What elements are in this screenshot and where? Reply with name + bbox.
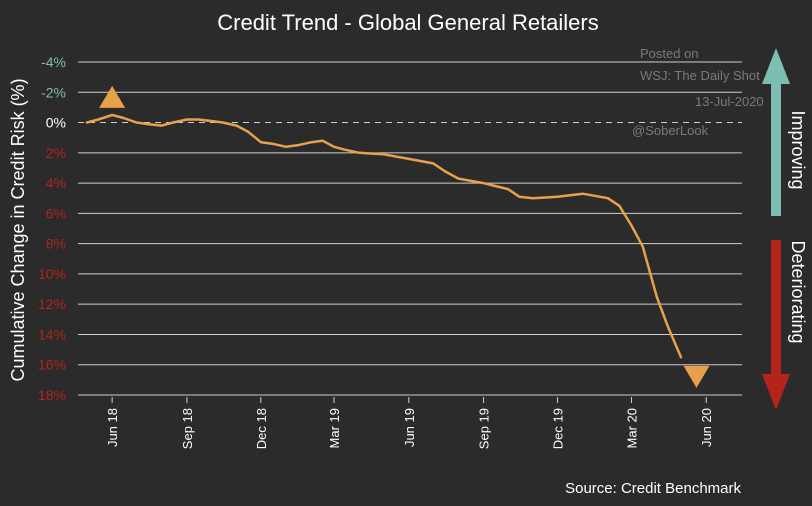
watermark-line-2: WSJ: The Daily Shot <box>640 68 760 83</box>
improving-arrow-shaft <box>771 84 781 216</box>
x-tick-label: Jun 20 <box>699 408 714 447</box>
x-tick-label: Sep 18 <box>180 408 195 449</box>
y-tick-label: -4% <box>41 54 66 70</box>
deteriorating-arrow-down-icon <box>762 374 790 410</box>
x-tick-label: Jun 18 <box>105 408 120 447</box>
x-tick-label: Dec 19 <box>551 408 566 449</box>
y-tick-label: 14% <box>38 326 66 342</box>
deteriorating-label: Deteriorating <box>788 240 808 343</box>
series-line <box>85 113 683 359</box>
improving-arrow-up-icon <box>762 48 790 84</box>
y-tick-label: 12% <box>38 296 66 312</box>
y-tick-labels: -4% -2% 0% 2% 4% 6% 8% 10% 12% 14% 16% 18% <box>38 54 66 403</box>
y-tick-label: 8% <box>46 236 66 252</box>
y-tick-label: 0% <box>46 115 66 131</box>
x-tick-label: Mar 19 <box>327 408 342 448</box>
chart-title: Credit Trend - Global General Retailers <box>217 10 599 35</box>
watermark: Posted on WSJ: The Daily Shot 13-Jul-202… <box>632 46 764 138</box>
y-tick-label: 4% <box>46 175 66 191</box>
y-tick-label: 2% <box>46 145 66 161</box>
triangle-up-icon <box>99 85 126 108</box>
improving-indicator: Improving <box>762 48 808 216</box>
x-tick-label: Sep 19 <box>477 408 492 449</box>
y-axis-label: Cumulative Change in Credit Risk (%) <box>8 78 28 381</box>
x-tick-label: Mar 20 <box>624 408 639 448</box>
annotations <box>99 85 710 388</box>
y-tick-label: 16% <box>38 357 66 373</box>
deteriorating-indicator: Deteriorating <box>762 240 808 410</box>
x-tick-labels: Jun 18 Sep 18 Dec 18 Mar 19 Jun 19 Sep 19 Dec … <box>105 397 714 449</box>
y-tick-label: -2% <box>41 84 66 100</box>
grid <box>78 61 742 396</box>
watermark-line-4: @SoberLook <box>632 123 709 138</box>
source-label: Source: Credit Benchmark <box>565 480 741 497</box>
y-tick-label: 10% <box>38 266 66 282</box>
deteriorating-arrow-shaft <box>771 240 781 374</box>
watermark-line-3: 13-Jul-2020 <box>695 94 764 109</box>
triangle-down-icon <box>683 365 710 388</box>
y-tick-label: 18% <box>38 387 66 403</box>
series <box>85 113 683 359</box>
y-tick-label: 6% <box>46 205 66 221</box>
watermark-line-1: Posted on <box>640 46 699 61</box>
improving-label: Improving <box>788 110 808 189</box>
x-tick-label: Dec 18 <box>254 408 269 449</box>
x-tick-label: Jun 19 <box>402 408 417 447</box>
